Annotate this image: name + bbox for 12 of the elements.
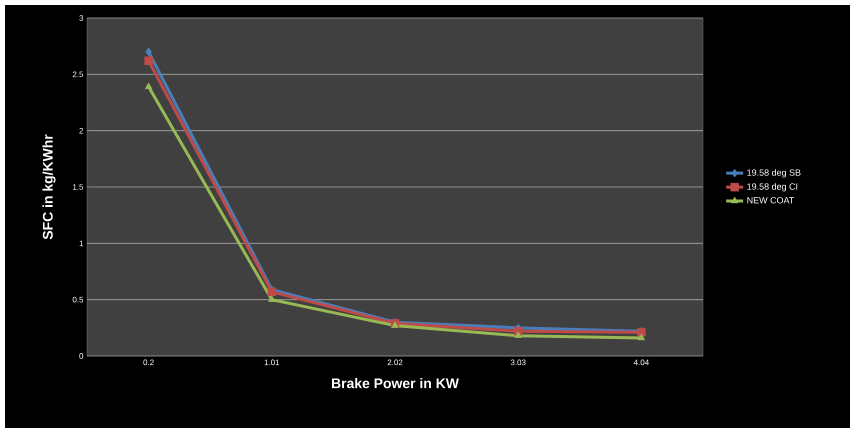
point bbox=[514, 331, 522, 338]
legend-label: 19.58 deg CI bbox=[747, 183, 798, 192]
legend-label: NEW COAT bbox=[747, 197, 794, 204]
point bbox=[638, 334, 646, 340]
point bbox=[144, 56, 153, 66]
point bbox=[144, 82, 152, 89]
point bbox=[145, 48, 152, 56]
point bbox=[268, 295, 276, 302]
y-axis-title: SFC in kg/KWhr bbox=[42, 134, 56, 240]
point bbox=[268, 288, 276, 296]
legend-label: 19.58 deg SB bbox=[747, 169, 801, 178]
x-axis-title: Brake Power in KW bbox=[332, 378, 459, 388]
